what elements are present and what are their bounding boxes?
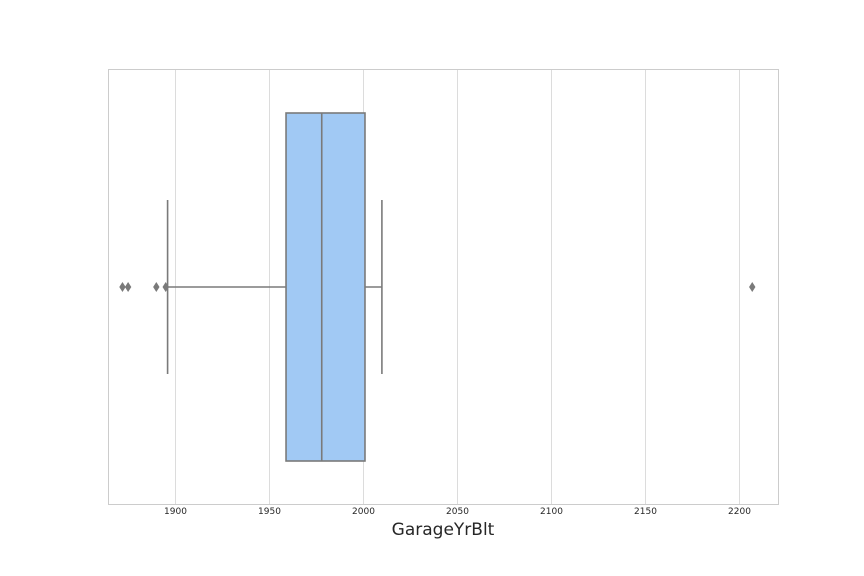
outlier-point [162,282,169,292]
x-tick-label: 2200 [728,507,751,517]
outlier-point [153,282,160,292]
iqr-box [285,112,366,462]
outlier-point [124,282,132,292]
x-tick-label: 2000 [352,507,375,517]
box-plot [119,112,756,462]
outlier-point [749,282,756,292]
x-tick-labels: 1900 1950 2000 2050 2100 2150 2200 [164,507,751,517]
x-tick-label: 2100 [540,507,563,517]
x-axis-title: GarageYrBlt [392,520,495,540]
x-tick-label: 2050 [446,507,469,517]
x-tick-label: 2150 [634,507,657,517]
plot-frame [108,69,779,505]
x-tick-label: 1900 [164,507,187,517]
x-tick-label: 1950 [258,507,281,517]
outlier-point [119,282,126,292]
